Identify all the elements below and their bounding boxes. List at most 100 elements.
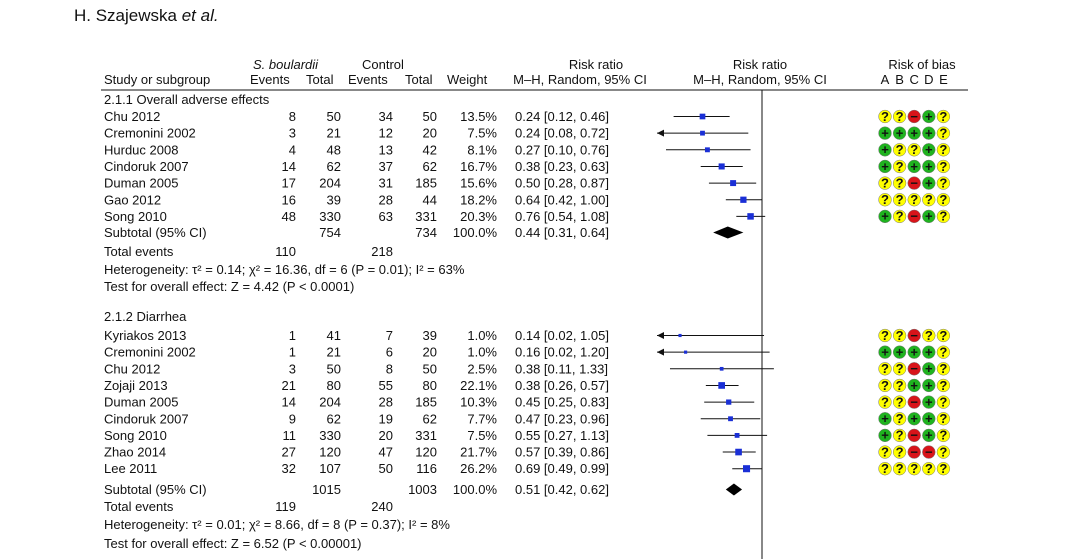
bias-dot	[907, 378, 921, 393]
bias-circle: ?	[936, 411, 951, 426]
study-name: Cindoruk 2007	[104, 159, 189, 174]
bias-symbol: ?	[881, 175, 889, 190]
bias-symbol: −	[910, 328, 918, 343]
total-events-sb: 110	[275, 244, 296, 259]
point-estimate	[747, 213, 754, 220]
study-row: Gao 2012 16 39 28 44 18.2% 0.64 [0.42, 1.00]??…	[104, 192, 951, 207]
weight: 20.3%	[460, 209, 497, 224]
ci-text: 0.38 [0.11, 1.33]	[515, 361, 608, 376]
subgroup-1: 2.1.1 Overall adverse effects Chu 2012 8 50…	[104, 92, 951, 294]
bias-letter-a: A	[881, 72, 890, 87]
bias-dot	[878, 143, 892, 157]
bias-circle: ?	[936, 109, 951, 124]
bias-dot	[892, 445, 907, 459]
subtotal-label: Subtotal (95% CI)	[104, 482, 207, 497]
weight: 2.5%	[467, 361, 497, 376]
bias-symbol: +	[925, 378, 933, 393]
bias-circle: +	[892, 125, 907, 140]
bias-row: +? − +?	[878, 209, 951, 224]
bias-dot	[878, 126, 892, 140]
c-events: 8	[386, 361, 393, 376]
sb-events: 4	[289, 142, 296, 157]
bias-circle: ?	[907, 461, 921, 476]
point-estimate	[718, 163, 725, 170]
bias-dot	[936, 345, 951, 359]
bias-symbol: ?	[925, 328, 933, 343]
header-c-events: Events	[348, 72, 388, 87]
point-estimate	[728, 416, 733, 422]
sb-total: 330	[319, 209, 341, 224]
bias-circle: −	[922, 444, 936, 459]
ci-text: 0.76 [0.54, 1.08]	[515, 209, 609, 224]
sb-events: 17	[282, 176, 296, 191]
c-events: 12	[379, 126, 393, 141]
sb-total: 62	[327, 159, 341, 174]
subtotal-row: Subtotal (95% CI) 754 734 100.0% 0.44 [0.31,…	[104, 225, 744, 240]
author-line: H. Szajewska et al.	[74, 6, 219, 26]
bias-symbol: ?	[896, 109, 904, 124]
c-events: 13	[379, 142, 393, 157]
bias-symbol: ?	[881, 361, 889, 376]
header-bias-title: Risk of bias	[888, 57, 956, 72]
bias-circle: +	[878, 142, 892, 157]
bias-dot	[892, 362, 907, 376]
bias-dot	[892, 428, 907, 443]
bias-circle: ?	[892, 159, 907, 174]
bias-circle: ?	[936, 461, 951, 476]
bias-dot	[936, 126, 951, 140]
bias-symbol: ?	[910, 142, 918, 157]
bias-symbol: +	[881, 142, 889, 157]
bias-row: ?? − +?	[878, 361, 951, 376]
bias-dot	[892, 345, 907, 359]
study-name: Cremonini 2002	[104, 126, 196, 141]
total-events-c: 240	[371, 499, 393, 514]
subgroup-title: 2.1.1 Overall adverse effects	[104, 92, 270, 107]
c-total: 50	[423, 109, 437, 124]
bias-dot	[922, 362, 936, 376]
bias-dot	[878, 462, 892, 476]
sb-total: 80	[327, 378, 341, 393]
ci-text: 0.57 [0.39, 0.86]	[515, 445, 609, 460]
bias-symbol: +	[925, 125, 933, 140]
c-total: 20	[423, 345, 437, 360]
study-name: Kyriakos 2013	[104, 328, 186, 343]
bias-circle: ?	[922, 192, 936, 207]
subtotal-label: Subtotal (95% CI)	[104, 225, 207, 240]
bias-circle: ?	[892, 142, 907, 157]
bias-circle: ?	[936, 328, 951, 343]
bias-dot	[922, 159, 936, 174]
ci-arrow	[657, 332, 664, 339]
bias-symbol: ?	[881, 444, 889, 459]
bias-circle: +	[878, 344, 892, 359]
weight: 1.0%	[467, 328, 497, 343]
bias-circle: ?	[936, 394, 951, 409]
bias-letter-c: C	[910, 72, 919, 87]
bias-circle: ?	[892, 461, 907, 476]
bias-row: ?????	[878, 192, 951, 207]
header-control-group: Control	[362, 57, 404, 72]
bias-row: +? − +?	[878, 428, 951, 443]
bias-symbol: ?	[881, 109, 889, 124]
ci-text: 0.55 [0.27, 1.13]	[515, 428, 609, 443]
bias-symbol: ?	[939, 125, 947, 140]
c-events: 37	[379, 159, 393, 174]
header-sb-group: S. boulardii	[253, 57, 319, 72]
bias-dot	[922, 193, 936, 207]
sb-events: 1	[289, 328, 296, 343]
point-estimate	[704, 147, 710, 153]
c-events: 31	[379, 176, 393, 191]
study-row: Zhao 2014 27 120 47 120 21.7% 0.57 [0.39, 0.86…	[104, 444, 951, 460]
bias-dot	[907, 462, 921, 476]
bias-dot	[936, 209, 951, 224]
bias-dot	[922, 395, 936, 409]
bias-dot	[922, 345, 936, 359]
bias-dot	[936, 412, 951, 426]
bias-dot	[907, 159, 921, 174]
study-row: Chu 2012 8 50 34 50 13.5% 0.24 [0.12, 0.46]?? −…	[104, 109, 951, 124]
header-weight: Weight	[447, 72, 488, 87]
study-name: Chu 2012	[104, 109, 160, 124]
bias-dot	[907, 445, 921, 459]
bias-circle: ?	[936, 142, 951, 157]
weight: 7.7%	[467, 411, 497, 426]
